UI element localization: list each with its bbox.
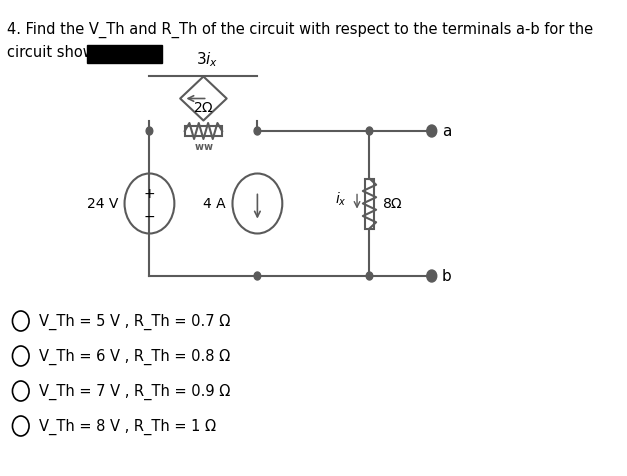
Text: $i_x$: $i_x$ [335,190,346,208]
Circle shape [254,128,261,136]
Text: 24 V: 24 V [87,197,118,211]
Circle shape [13,346,29,366]
Circle shape [427,126,437,138]
Text: −: − [144,209,155,223]
Circle shape [366,128,373,136]
FancyBboxPatch shape [87,46,162,64]
Text: V_Th = 7 V , R_Th = 0.9 Ω: V_Th = 7 V , R_Th = 0.9 Ω [39,383,230,399]
Circle shape [125,174,174,234]
Circle shape [427,270,437,282]
Circle shape [233,174,282,234]
Text: V_Th = 8 V , R_Th = 1 Ω: V_Th = 8 V , R_Th = 1 Ω [39,418,216,434]
Text: V_Th = 5 V , R_Th = 0.7 Ω: V_Th = 5 V , R_Th = 0.7 Ω [39,313,230,329]
Text: b: b [441,269,451,284]
FancyBboxPatch shape [185,127,222,137]
Text: $\mathbf{ww}$: $\mathbf{ww}$ [194,142,213,152]
Circle shape [13,416,29,436]
FancyBboxPatch shape [366,179,374,229]
Text: 4. Find the V_Th and R_Th of the circuit with respect to the terminals a-b for t: 4. Find the V_Th and R_Th of the circuit… [7,22,593,38]
Text: $8\Omega$: $8\Omega$ [382,197,403,211]
Text: V_Th = 6 V , R_Th = 0.8 Ω: V_Th = 6 V , R_Th = 0.8 Ω [39,348,230,364]
Text: +: + [144,187,155,201]
Circle shape [146,128,153,136]
Circle shape [13,311,29,331]
Circle shape [366,272,373,280]
Circle shape [254,272,261,280]
Circle shape [13,381,29,401]
Text: a: a [441,124,451,139]
Text: circuit shown.: circuit shown. [7,45,108,60]
Text: 4 A: 4 A [203,197,226,211]
Text: $3i_x$: $3i_x$ [196,50,219,69]
Text: $2\Omega$: $2\Omega$ [193,101,214,115]
